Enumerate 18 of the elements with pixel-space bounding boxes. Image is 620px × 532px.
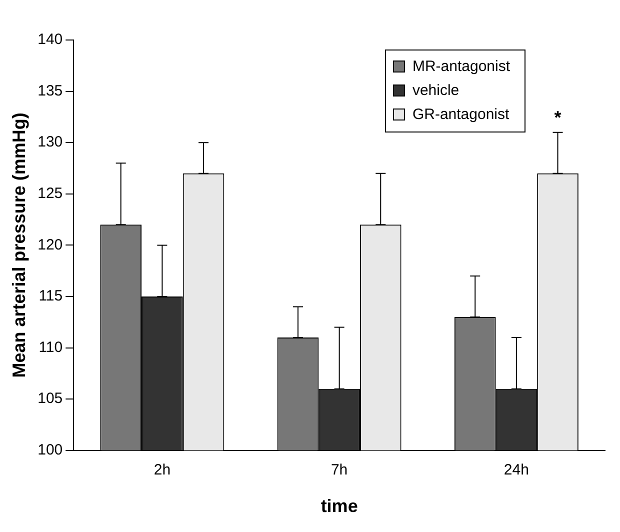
x-tick-label: 24h	[504, 462, 529, 479]
x-tick-label: 2h	[154, 462, 171, 479]
legend-label: vehicle	[412, 82, 460, 100]
y-tick-label: 140	[38, 31, 63, 48]
legend-label: MR-antagonist	[412, 58, 511, 76]
y-tick-label: 125	[38, 185, 63, 202]
y-tick-label: 115	[38, 288, 63, 305]
x-axis-title: time	[320, 496, 358, 516]
y-tick-label: 105	[38, 390, 63, 408]
legend-label: GR-antagonist	[412, 106, 510, 124]
y-tick-label: 110	[38, 338, 63, 356]
y-tick-label: 135	[38, 82, 63, 100]
annotation: *	[554, 107, 562, 128]
x-tick-label: 7h	[330, 462, 348, 479]
y-tick-label: 130	[38, 134, 63, 151]
y-axis-title: Mean arterial pressure (mmHg)	[8, 112, 29, 378]
y-tick-label: 100	[38, 442, 63, 459]
y-tick-label: 120	[38, 236, 63, 254]
